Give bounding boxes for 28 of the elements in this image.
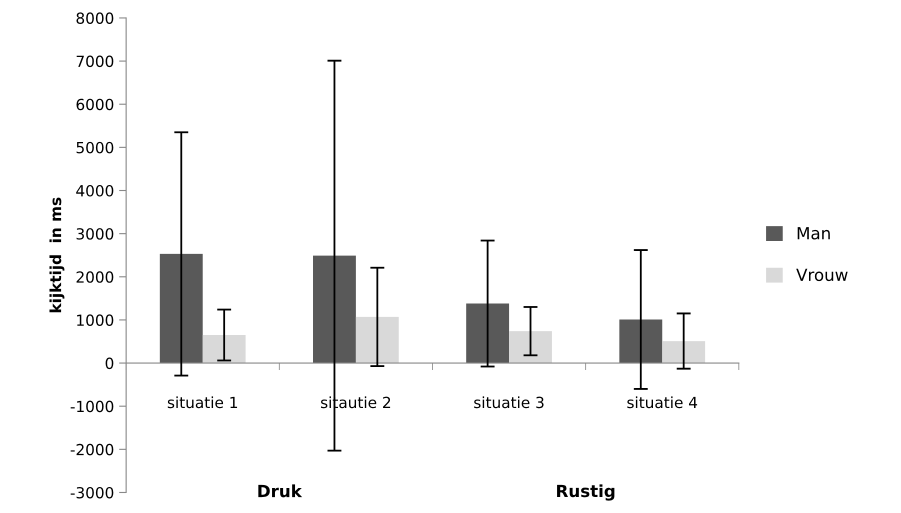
legend-label: Man (798, 227, 830, 240)
y-tick-label: 2000 (76, 271, 114, 283)
bar (356, 316, 399, 364)
bar (202, 335, 246, 364)
y-tick-label: 8000 (76, 12, 114, 24)
annotation: Rustig (557, 484, 614, 501)
bar (619, 319, 662, 364)
y-tick-label: 5000 (76, 142, 114, 154)
y-axis-title: kijktijd in ms (49, 198, 64, 312)
bar (509, 331, 552, 364)
annotation: Druk (258, 484, 302, 498)
y-tick-label: 1000 (77, 314, 114, 326)
y-tick-label: 7000 (76, 56, 114, 68)
y-tick-label: 6000 (76, 98, 114, 110)
bar (160, 254, 203, 364)
y-tick-label: 0 (106, 358, 114, 370)
bar (662, 341, 706, 364)
y-tick-label: 4000 (76, 184, 114, 197)
x-tick-label: situatie 3 (474, 396, 544, 408)
legend-label: Vrouw (796, 268, 848, 282)
x-tick-label: situatie 4 (627, 396, 698, 408)
bar (466, 304, 510, 364)
bar (313, 256, 356, 364)
y-tick-label: -2000 (70, 444, 114, 456)
x-tick-label: situatie 1 (168, 396, 238, 408)
y-tick-label: 3000 (76, 228, 114, 240)
y-tick-label: -3000 (70, 486, 114, 498)
y-tick-label: -1000 (70, 400, 114, 412)
